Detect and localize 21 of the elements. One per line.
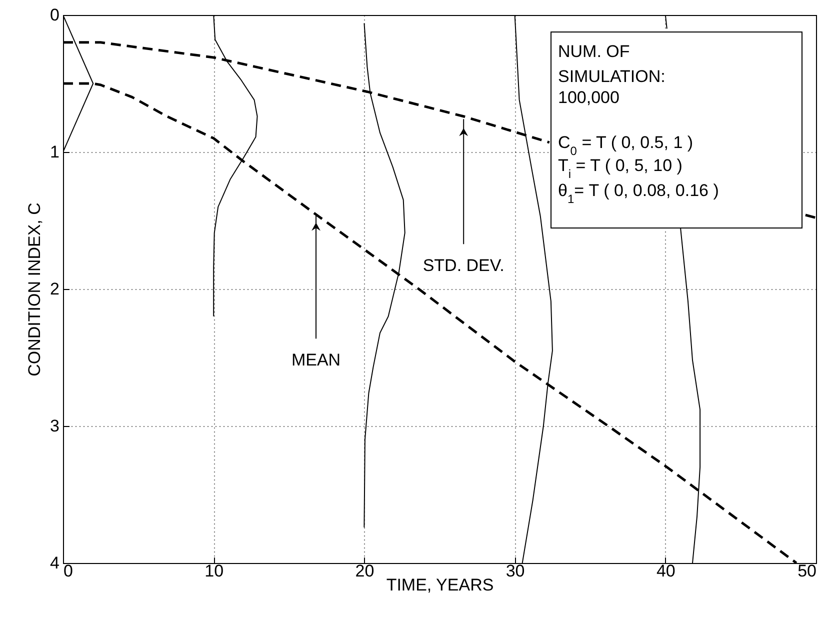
x-tick-label: 50 <box>798 562 816 580</box>
x-tick-label: 10 <box>204 562 224 580</box>
x-tick-label: 0 <box>64 562 73 580</box>
x-tick-label: 20 <box>355 562 374 580</box>
y-tick-label: 1 <box>50 142 60 162</box>
y-tick-label: 0 <box>50 6 60 24</box>
annotation: SIMULATION: <box>558 67 666 86</box>
annotation: C$_{0}$ = T ( 0, 0.5, 1 ) <box>558 133 694 158</box>
y-tick-label: 4 <box>50 554 60 572</box>
annotation: NUM. OF <box>558 42 630 61</box>
annotation: MEAN <box>291 350 341 370</box>
annotation: θ$_{1}$= T ( 0, 0.08, 0.16 ) <box>558 181 719 206</box>
y-axis-title: CONDITION INDEX, C <box>25 202 44 376</box>
y-tick-label: 3 <box>50 416 60 436</box>
y-tick-label: 2 <box>50 280 60 298</box>
annotation: STD. DEV. <box>422 256 504 276</box>
x-tick-label: 30 <box>506 562 525 580</box>
annotation: 100,000 <box>558 88 620 107</box>
x-tick-label: 40 <box>656 562 676 580</box>
annotation: T$_{i}$ = T ( 0, 5, 10 ) <box>558 156 682 181</box>
x-axis-title: TIME, YEARS <box>386 576 494 594</box>
